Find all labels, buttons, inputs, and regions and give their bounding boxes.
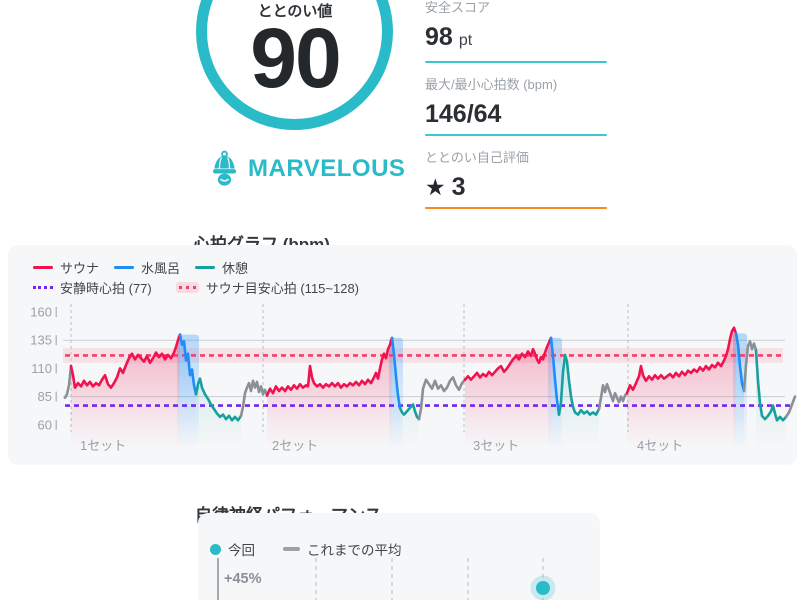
ans-chart-svg[interactable]: +45% <box>198 513 600 600</box>
svg-text:110: 110 <box>31 361 52 376</box>
legend-item-sauna: サウナ <box>33 258 99 277</box>
sauna-line-swatch <box>33 265 53 270</box>
legend-item-resting-hr: 安静時心拍 (77) <box>33 278 152 297</box>
legend-label: これまでの平均 <box>307 543 402 558</box>
svg-text:+45%: +45% <box>224 571 262 587</box>
stat-self-rating: ととのい自己評価 ★ 3 <box>425 150 607 209</box>
legend-label: 水風呂 <box>141 261 181 276</box>
svg-text:85: 85 <box>38 389 52 404</box>
sauna-hat-icon <box>210 150 239 187</box>
stat-label: 最大/最小心拍数 (bpm) <box>425 77 558 92</box>
legend-label: サウナ目安心拍 (115~128) <box>205 281 360 296</box>
hr-legend-row-2: 安静時心拍 (77) サウナ目安心拍 (115~128) <box>33 278 359 297</box>
legend-label: 休憩 <box>222 261 249 276</box>
target-band-dotted-line <box>178 286 196 289</box>
svg-text:60: 60 <box>38 417 52 432</box>
gauge-value: 90 <box>250 11 341 105</box>
star-icon: ★ <box>425 174 446 200</box>
hr-chart-svg[interactable]: 16013511085601セット2セット3セット4セット <box>8 300 797 465</box>
current-dot-swatch <box>210 543 221 555</box>
legend-label: サウナ <box>60 261 100 276</box>
gauge-label: ととのい値 <box>257 3 333 20</box>
target-band-swatch <box>175 282 199 293</box>
stat-underline <box>425 207 607 209</box>
stat-unit: pt <box>458 32 473 49</box>
stat-value: 3 <box>451 173 466 201</box>
resting-hr-dotted-swatch <box>33 286 53 289</box>
hr-chart-card: サウナ 水風呂 休憩 安静時心拍 (77) サウナ目安心拍 (115~128) … <box>8 245 797 465</box>
average-line-swatch <box>283 546 300 552</box>
legend-item-current: 今回 <box>210 539 255 559</box>
stat-underline <box>425 134 607 136</box>
stat-label: 安全スコア <box>425 0 491 15</box>
rating-label: MARVELOUS <box>248 154 406 182</box>
rating-row: MARVELOUS <box>210 150 405 187</box>
svg-text:160: 160 <box>30 305 52 320</box>
stat-safety-score: 安全スコア 98 pt <box>425 0 607 63</box>
legend-item-target-band: サウナ目安心拍 (115~128) <box>175 278 360 297</box>
hr-legend-row-1: サウナ 水風呂 休憩 <box>33 258 248 277</box>
stat-max-min-hr: 最大/最小心拍数 (bpm) 146/64 <box>425 77 607 136</box>
ans-legend-row: 今回 これまでの平均 <box>210 539 402 559</box>
svg-text:135: 135 <box>30 333 52 348</box>
stats-column: 安全スコア 98 pt 最大/最小心拍数 (bpm) 146/64 ととのい自己… <box>425 0 607 209</box>
legend-item-rest: 休憩 <box>195 258 248 277</box>
stat-label: ととのい自己評価 <box>425 150 529 165</box>
stat-value: 98 <box>425 23 453 51</box>
ans-chart-card: 今回 これまでの平均 +45% <box>198 513 600 600</box>
legend-item-water: 水風呂 <box>114 258 180 277</box>
stat-underline <box>425 61 607 63</box>
legend-label: 安静時心拍 (77) <box>60 281 152 296</box>
rest-line-swatch <box>195 265 216 270</box>
stat-value: 146/64 <box>425 100 502 128</box>
legend-item-average: これまでの平均 <box>283 539 402 559</box>
legend-label: 今回 <box>228 543 255 558</box>
water-line-swatch <box>114 265 135 270</box>
